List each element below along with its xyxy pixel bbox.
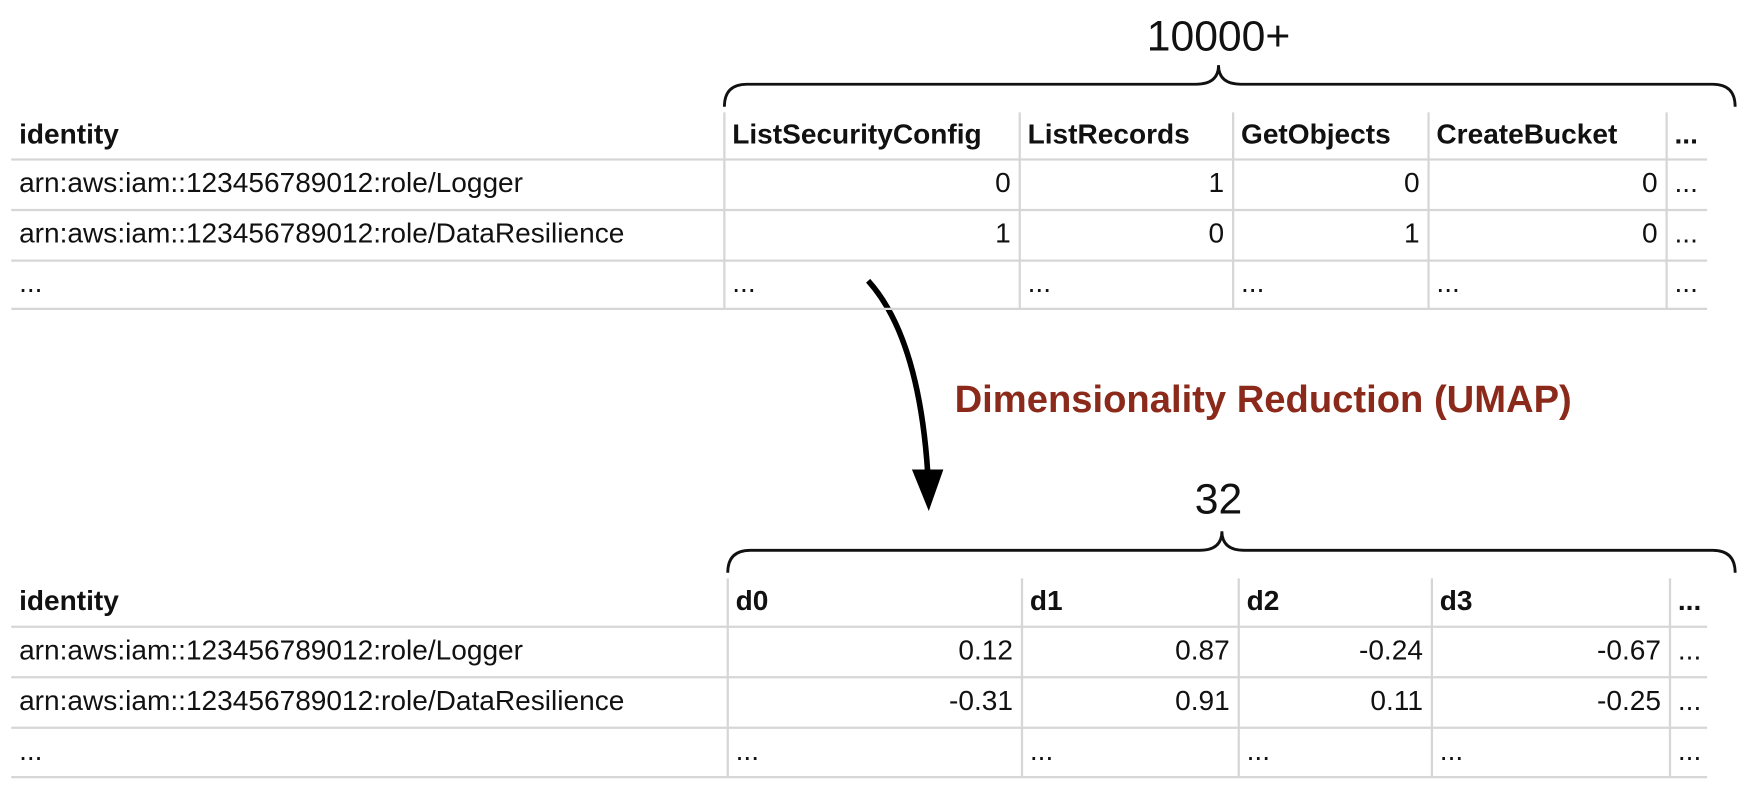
table-cell: 0 — [1404, 167, 1420, 198]
table-cell: 1 — [1209, 167, 1225, 198]
table-cell: 0.91 — [1175, 685, 1230, 716]
table-cell: 1 — [1404, 218, 1420, 249]
table-cell: arn:aws:iam::123456789012:role/DataResil… — [19, 685, 624, 716]
table-cell: 0 — [1642, 218, 1658, 249]
table-cell: 0 — [995, 167, 1011, 198]
table-cell: ... — [1247, 735, 1270, 766]
header-cell: d0 — [736, 585, 769, 616]
header-cell: d2 — [1247, 585, 1280, 616]
header-cell: identity — [19, 585, 119, 616]
arrow-label: Dimensionality Reduction (UMAP) — [955, 378, 1572, 421]
table-cell: arn:aws:iam::123456789012:role/DataResil… — [19, 218, 624, 249]
header-cell: ListRecords — [1028, 118, 1190, 149]
table-cell: ... — [1678, 634, 1701, 665]
brace — [722, 65, 1737, 107]
table-cell: ... — [1028, 267, 1051, 298]
arrow-head — [911, 469, 944, 512]
table-cell: -0.25 — [1597, 685, 1661, 716]
header-cell: ... — [1675, 118, 1698, 149]
table-cell: 0 — [1642, 167, 1658, 198]
table-cell: arn:aws:iam::123456789012:role/Logger — [19, 167, 523, 198]
table-cell: ... — [19, 267, 42, 298]
table-cell: ... — [1440, 735, 1463, 766]
table-cell: 0.11 — [1370, 685, 1423, 716]
header-cell: d1 — [1030, 585, 1063, 616]
table-cell: ... — [1678, 685, 1701, 716]
table-cell: -0.24 — [1359, 634, 1423, 665]
table-cell: 1 — [995, 218, 1011, 249]
table-cell: ... — [1678, 735, 1701, 766]
table-cell: -0.67 — [1597, 634, 1661, 665]
table-cell: ... — [1675, 267, 1698, 298]
table-cell: ... — [19, 735, 42, 766]
header-cell: ListSecurityConfig — [732, 118, 981, 149]
table-cell: 0.87 — [1175, 634, 1230, 665]
table-cell: ... — [1241, 267, 1264, 298]
table-cell: ... — [1675, 218, 1698, 249]
table-cell: ... — [732, 267, 755, 298]
table-cell: 0.12 — [958, 634, 1013, 665]
header-cell: d3 — [1440, 585, 1473, 616]
brace-label: 10000+ — [1147, 13, 1291, 61]
header-cell: identity — [19, 118, 119, 149]
table-cell: -0.31 — [949, 685, 1013, 716]
table-cell: ... — [736, 735, 759, 766]
header-cell: ... — [1678, 585, 1701, 616]
table-cell: ... — [1030, 735, 1053, 766]
table-cell: arn:aws:iam::123456789012:role/Logger — [19, 634, 523, 665]
table-cell: 0 — [1209, 218, 1225, 249]
brace — [726, 531, 1737, 573]
table-cell: ... — [1675, 167, 1698, 198]
header-cell: CreateBucket — [1436, 118, 1617, 149]
brace-label: 32 — [1195, 475, 1242, 523]
table-cell: ... — [1436, 267, 1459, 298]
arrow — [866, 278, 931, 472]
header-cell: GetObjects — [1241, 118, 1391, 149]
